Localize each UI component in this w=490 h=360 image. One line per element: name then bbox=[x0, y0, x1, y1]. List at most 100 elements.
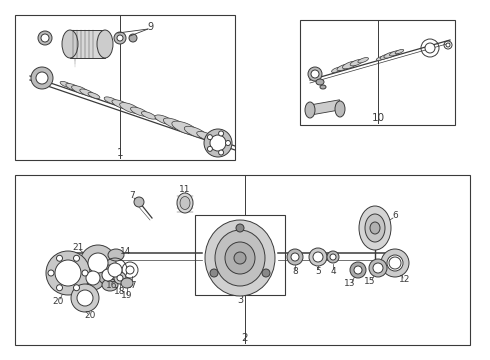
Ellipse shape bbox=[117, 275, 123, 281]
Ellipse shape bbox=[38, 31, 52, 45]
Ellipse shape bbox=[313, 252, 323, 262]
Ellipse shape bbox=[48, 270, 54, 276]
Ellipse shape bbox=[184, 126, 207, 138]
Ellipse shape bbox=[207, 147, 212, 151]
Ellipse shape bbox=[88, 253, 108, 273]
Text: 3: 3 bbox=[237, 295, 243, 305]
Ellipse shape bbox=[117, 35, 123, 41]
Ellipse shape bbox=[215, 230, 265, 286]
Ellipse shape bbox=[81, 266, 105, 290]
Ellipse shape bbox=[380, 54, 391, 59]
Ellipse shape bbox=[311, 70, 319, 78]
Ellipse shape bbox=[82, 270, 88, 276]
Ellipse shape bbox=[98, 265, 118, 285]
Ellipse shape bbox=[330, 254, 336, 260]
Ellipse shape bbox=[62, 30, 78, 58]
Ellipse shape bbox=[177, 193, 193, 213]
Ellipse shape bbox=[31, 67, 53, 89]
Text: 15: 15 bbox=[364, 278, 376, 287]
Ellipse shape bbox=[287, 249, 303, 265]
Ellipse shape bbox=[210, 135, 226, 151]
Ellipse shape bbox=[121, 278, 133, 288]
Ellipse shape bbox=[66, 84, 80, 91]
Ellipse shape bbox=[291, 253, 299, 261]
Ellipse shape bbox=[373, 263, 383, 273]
Ellipse shape bbox=[204, 129, 232, 157]
Ellipse shape bbox=[225, 140, 230, 145]
Ellipse shape bbox=[196, 131, 215, 141]
Ellipse shape bbox=[60, 81, 72, 87]
Text: 10: 10 bbox=[371, 113, 385, 123]
Ellipse shape bbox=[74, 285, 79, 291]
Ellipse shape bbox=[56, 255, 63, 261]
Text: 9: 9 bbox=[147, 22, 153, 32]
Ellipse shape bbox=[354, 266, 362, 274]
Ellipse shape bbox=[219, 150, 223, 155]
Ellipse shape bbox=[425, 43, 435, 53]
Ellipse shape bbox=[56, 285, 63, 291]
Text: 12: 12 bbox=[399, 275, 411, 284]
Ellipse shape bbox=[350, 262, 366, 278]
Ellipse shape bbox=[350, 59, 363, 66]
Ellipse shape bbox=[358, 58, 368, 63]
Ellipse shape bbox=[370, 222, 380, 234]
Text: 7: 7 bbox=[129, 192, 135, 201]
Text: 21: 21 bbox=[73, 243, 84, 252]
Text: 20: 20 bbox=[84, 311, 96, 320]
Ellipse shape bbox=[446, 43, 450, 47]
Text: 14: 14 bbox=[121, 247, 132, 256]
Text: 1: 1 bbox=[117, 148, 123, 158]
Ellipse shape bbox=[395, 49, 404, 54]
Ellipse shape bbox=[262, 269, 270, 277]
Text: 17: 17 bbox=[126, 282, 138, 291]
Ellipse shape bbox=[365, 214, 385, 242]
Ellipse shape bbox=[41, 34, 49, 42]
Ellipse shape bbox=[320, 85, 326, 89]
Bar bbox=[15, 175, 470, 345]
Ellipse shape bbox=[71, 284, 99, 312]
Ellipse shape bbox=[46, 251, 90, 295]
Bar bbox=[15, 15, 235, 160]
Text: 2: 2 bbox=[242, 333, 248, 343]
Ellipse shape bbox=[55, 260, 81, 286]
Bar bbox=[195, 215, 285, 295]
Ellipse shape bbox=[316, 79, 324, 85]
Ellipse shape bbox=[134, 197, 144, 207]
Text: 18: 18 bbox=[114, 287, 126, 296]
Ellipse shape bbox=[308, 67, 322, 81]
Ellipse shape bbox=[112, 100, 129, 109]
Ellipse shape bbox=[180, 197, 190, 210]
Text: 4: 4 bbox=[330, 267, 336, 276]
Bar bbox=[70, 30, 105, 58]
Ellipse shape bbox=[126, 266, 134, 274]
Ellipse shape bbox=[102, 279, 118, 291]
Ellipse shape bbox=[86, 271, 100, 285]
Text: 11: 11 bbox=[179, 185, 191, 194]
Ellipse shape bbox=[387, 255, 403, 271]
Ellipse shape bbox=[108, 249, 124, 261]
Text: 6: 6 bbox=[392, 211, 398, 220]
Ellipse shape bbox=[108, 263, 122, 277]
Ellipse shape bbox=[163, 118, 186, 130]
Ellipse shape bbox=[210, 269, 218, 277]
Ellipse shape bbox=[376, 56, 385, 60]
Text: 16: 16 bbox=[106, 282, 118, 291]
Ellipse shape bbox=[381, 249, 409, 277]
Text: 20: 20 bbox=[52, 297, 64, 306]
Ellipse shape bbox=[236, 224, 244, 232]
Ellipse shape bbox=[129, 34, 137, 42]
Ellipse shape bbox=[104, 97, 119, 104]
Bar bbox=[310, 100, 341, 115]
Ellipse shape bbox=[332, 67, 342, 72]
Ellipse shape bbox=[337, 64, 350, 71]
Ellipse shape bbox=[207, 135, 212, 140]
Ellipse shape bbox=[36, 72, 48, 84]
Text: 19: 19 bbox=[121, 292, 133, 301]
Text: 13: 13 bbox=[344, 279, 356, 288]
Ellipse shape bbox=[130, 107, 148, 116]
Ellipse shape bbox=[80, 89, 94, 96]
Ellipse shape bbox=[172, 121, 198, 135]
Ellipse shape bbox=[120, 103, 140, 113]
Ellipse shape bbox=[359, 206, 391, 250]
Ellipse shape bbox=[102, 269, 114, 281]
